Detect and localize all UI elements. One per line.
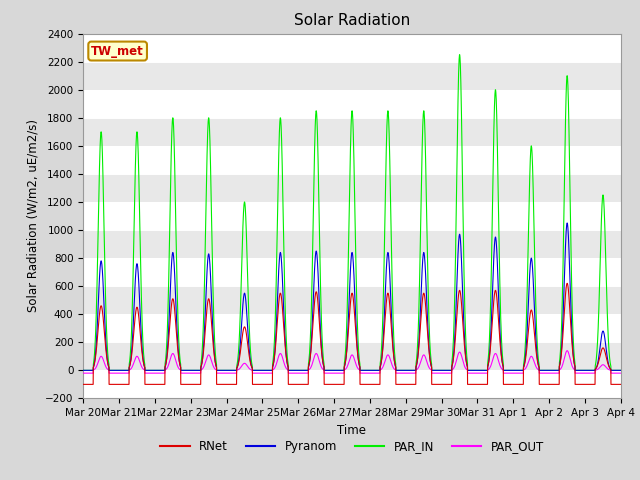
PAR_OUT	[503, 370, 511, 376]
PAR_OUT	[176, 367, 184, 372]
Text: TW_met: TW_met	[92, 45, 144, 58]
PAR_IN	[176, 354, 184, 360]
Pyranom	[443, 368, 451, 373]
RNet	[79, 382, 87, 387]
Bar	[83, 314, 621, 342]
Bar	[83, 342, 621, 371]
RNet	[503, 382, 511, 387]
Pyranom	[563, 220, 571, 226]
Bar	[83, 258, 621, 286]
Bar	[83, 371, 621, 398]
Bar	[83, 202, 621, 230]
Bar	[83, 61, 621, 90]
Title: Solar Radiation: Solar Radiation	[294, 13, 410, 28]
RNet	[332, 382, 340, 387]
PAR_OUT	[332, 370, 340, 376]
Bar	[83, 118, 621, 146]
Pyranom	[472, 368, 480, 373]
RNet	[443, 382, 451, 387]
RNet	[617, 382, 625, 387]
PAR_OUT	[443, 370, 451, 376]
PAR_OUT	[563, 348, 571, 354]
PAR_OUT	[616, 370, 624, 376]
Pyranom	[616, 368, 624, 373]
Legend: RNet, Pyranom, PAR_IN, PAR_OUT: RNet, Pyranom, PAR_IN, PAR_OUT	[156, 436, 548, 458]
PAR_OUT	[617, 370, 625, 376]
Line: RNet: RNet	[83, 283, 621, 384]
Bar	[83, 174, 621, 202]
Bar	[83, 146, 621, 174]
Line: PAR_IN: PAR_IN	[83, 55, 621, 371]
Pyranom	[176, 361, 184, 367]
Bar	[83, 34, 621, 61]
PAR_IN	[617, 368, 625, 373]
PAR_IN	[332, 368, 340, 373]
Pyranom	[503, 368, 511, 373]
PAR_IN	[443, 368, 451, 373]
PAR_OUT	[79, 370, 87, 376]
Bar	[83, 90, 621, 118]
Line: Pyranom: Pyranom	[83, 223, 621, 371]
X-axis label: Time: Time	[337, 424, 367, 437]
Line: PAR_OUT: PAR_OUT	[83, 351, 621, 373]
Pyranom	[617, 368, 625, 373]
Bar	[83, 286, 621, 314]
Bar	[83, 230, 621, 258]
Pyranom	[332, 368, 340, 373]
RNet	[616, 382, 624, 387]
PAR_IN	[616, 368, 624, 373]
Y-axis label: Solar Radiation (W/m2, uE/m2/s): Solar Radiation (W/m2, uE/m2/s)	[26, 120, 40, 312]
PAR_IN	[79, 368, 87, 373]
PAR_IN	[472, 368, 480, 373]
RNet	[472, 382, 480, 387]
PAR_IN	[456, 52, 463, 58]
Pyranom	[79, 368, 87, 373]
RNet	[176, 361, 184, 367]
PAR_IN	[503, 368, 511, 373]
PAR_OUT	[472, 370, 480, 376]
RNet	[563, 280, 571, 286]
